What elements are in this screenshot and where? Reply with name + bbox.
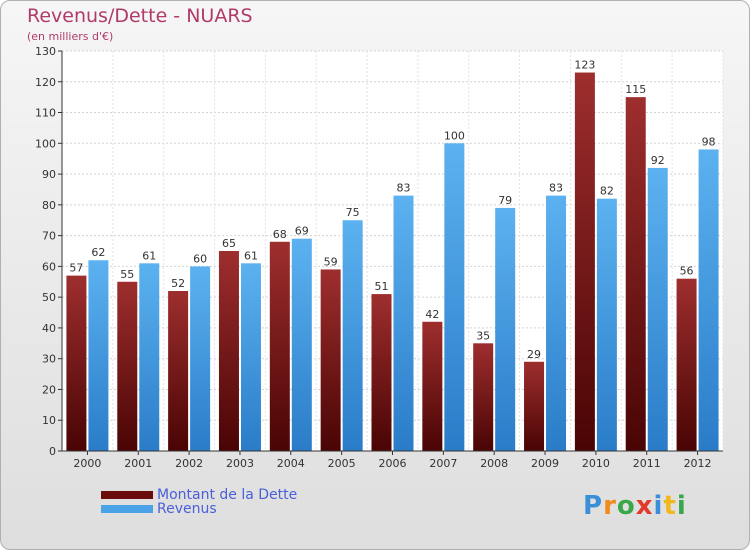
- logo-letter: P: [583, 491, 604, 521]
- plot-area: [62, 51, 723, 451]
- data-label-revenue: 100: [444, 129, 465, 142]
- logo-letter: t: [663, 491, 677, 521]
- data-label-debt: 115: [625, 83, 646, 96]
- logo-letter: i: [653, 491, 664, 521]
- data-label-debt: 52: [171, 277, 185, 290]
- legend-swatch-revenue: [101, 505, 153, 513]
- y-tick-label: 110: [35, 107, 56, 120]
- bar-revenue: [444, 143, 465, 452]
- y-tick-label: 0: [49, 445, 56, 458]
- bar-debt: [574, 72, 595, 452]
- bar-revenue: [546, 195, 567, 451]
- y-tick-label: 90: [42, 168, 56, 181]
- x-tick-label: 2001: [124, 457, 152, 470]
- legend-swatch-debt: [101, 491, 153, 499]
- y-tick-label: 50: [42, 291, 56, 304]
- data-label-revenue: 61: [244, 249, 258, 262]
- y-tick-label: 130: [35, 45, 56, 58]
- bar-debt: [66, 275, 87, 451]
- y-tick-label: 70: [42, 230, 56, 243]
- data-label-revenue: 92: [651, 154, 665, 167]
- data-label-revenue: 98: [702, 135, 716, 148]
- bar-debt: [625, 97, 646, 452]
- legend-label-revenue: Revenus: [157, 501, 217, 517]
- bar-revenue: [698, 149, 719, 451]
- bar-debt: [371, 294, 392, 451]
- data-label-debt: 29: [527, 348, 541, 361]
- bar-revenue: [393, 195, 414, 451]
- y-tick-label: 100: [35, 137, 56, 150]
- bar-debt: [422, 321, 443, 451]
- bar-debt: [117, 281, 138, 451]
- y-tick-label: 30: [42, 353, 56, 366]
- bar-debt: [524, 361, 545, 451]
- x-tick-label: 2006: [379, 457, 407, 470]
- legend-item-revenue: Revenus: [101, 501, 217, 517]
- data-label-revenue: 60: [193, 252, 207, 265]
- logo-letter: r: [603, 491, 617, 521]
- data-label-revenue: 62: [91, 246, 105, 259]
- y-tick-label: 10: [42, 414, 56, 427]
- x-tick-label: 2008: [480, 457, 508, 470]
- x-tick-label: 2005: [328, 457, 356, 470]
- data-label-revenue: 83: [549, 182, 563, 195]
- x-tick-label: 2004: [277, 457, 305, 470]
- x-tick-label: 2009: [531, 457, 559, 470]
- bar-revenue: [647, 167, 668, 451]
- data-label-revenue: 82: [600, 185, 614, 198]
- x-tick-label: 2000: [73, 457, 101, 470]
- data-label-debt: 57: [69, 262, 83, 275]
- legend-item-debt: Montant de la Dette: [101, 487, 297, 503]
- logo-letter: i: [676, 491, 687, 521]
- data-label-debt: 51: [375, 280, 389, 293]
- bar-debt: [168, 291, 189, 451]
- data-label-revenue: 79: [498, 194, 512, 207]
- bar-revenue: [139, 263, 160, 451]
- bar-revenue: [291, 238, 312, 451]
- x-tick-label: 2011: [633, 457, 661, 470]
- x-tick-label: 2003: [226, 457, 254, 470]
- bar-debt: [320, 269, 341, 451]
- bar-debt: [269, 241, 290, 451]
- bar-debt: [218, 251, 239, 451]
- data-label-debt: 68: [273, 228, 287, 241]
- bar-revenue: [190, 266, 211, 451]
- y-tick-label: 120: [35, 76, 56, 89]
- bar-revenue: [88, 260, 109, 451]
- data-label-debt: 55: [120, 268, 134, 281]
- chart-title: Revenus/Dette - NUARS: [27, 5, 253, 27]
- bar-revenue: [342, 220, 363, 451]
- logo-letter: x: [635, 491, 654, 521]
- data-label-debt: 56: [680, 265, 694, 278]
- x-tick-label: 2012: [684, 457, 712, 470]
- bar-revenue: [240, 263, 261, 451]
- data-label-revenue: 75: [346, 206, 360, 219]
- y-tick-label: 20: [42, 383, 56, 396]
- data-label-revenue: 69: [295, 225, 309, 238]
- logo-letter: o: [616, 491, 636, 521]
- y-tick-label: 60: [42, 260, 56, 273]
- bar-revenue: [596, 198, 617, 451]
- data-label-debt: 65: [222, 237, 236, 250]
- data-label-revenue: 83: [397, 182, 411, 195]
- x-tick-label: 2007: [429, 457, 457, 470]
- data-label-debt: 123: [574, 59, 595, 72]
- data-label-debt: 42: [425, 308, 439, 321]
- bar-revenue: [495, 207, 516, 451]
- data-label-debt: 35: [476, 329, 490, 342]
- y-tick-label: 40: [42, 322, 56, 335]
- data-label-revenue: 61: [142, 249, 156, 262]
- x-tick-label: 2010: [582, 457, 610, 470]
- bar-debt: [473, 343, 494, 451]
- chart-subtitle: (en milliers d'€): [27, 30, 114, 43]
- bar-debt: [676, 278, 697, 451]
- data-label-debt: 59: [324, 255, 338, 268]
- legend-label-debt: Montant de la Dette: [157, 487, 298, 503]
- proxiti-logo: Proxiti: [583, 491, 687, 521]
- x-tick-label: 2002: [175, 457, 203, 470]
- y-tick-label: 80: [42, 199, 56, 212]
